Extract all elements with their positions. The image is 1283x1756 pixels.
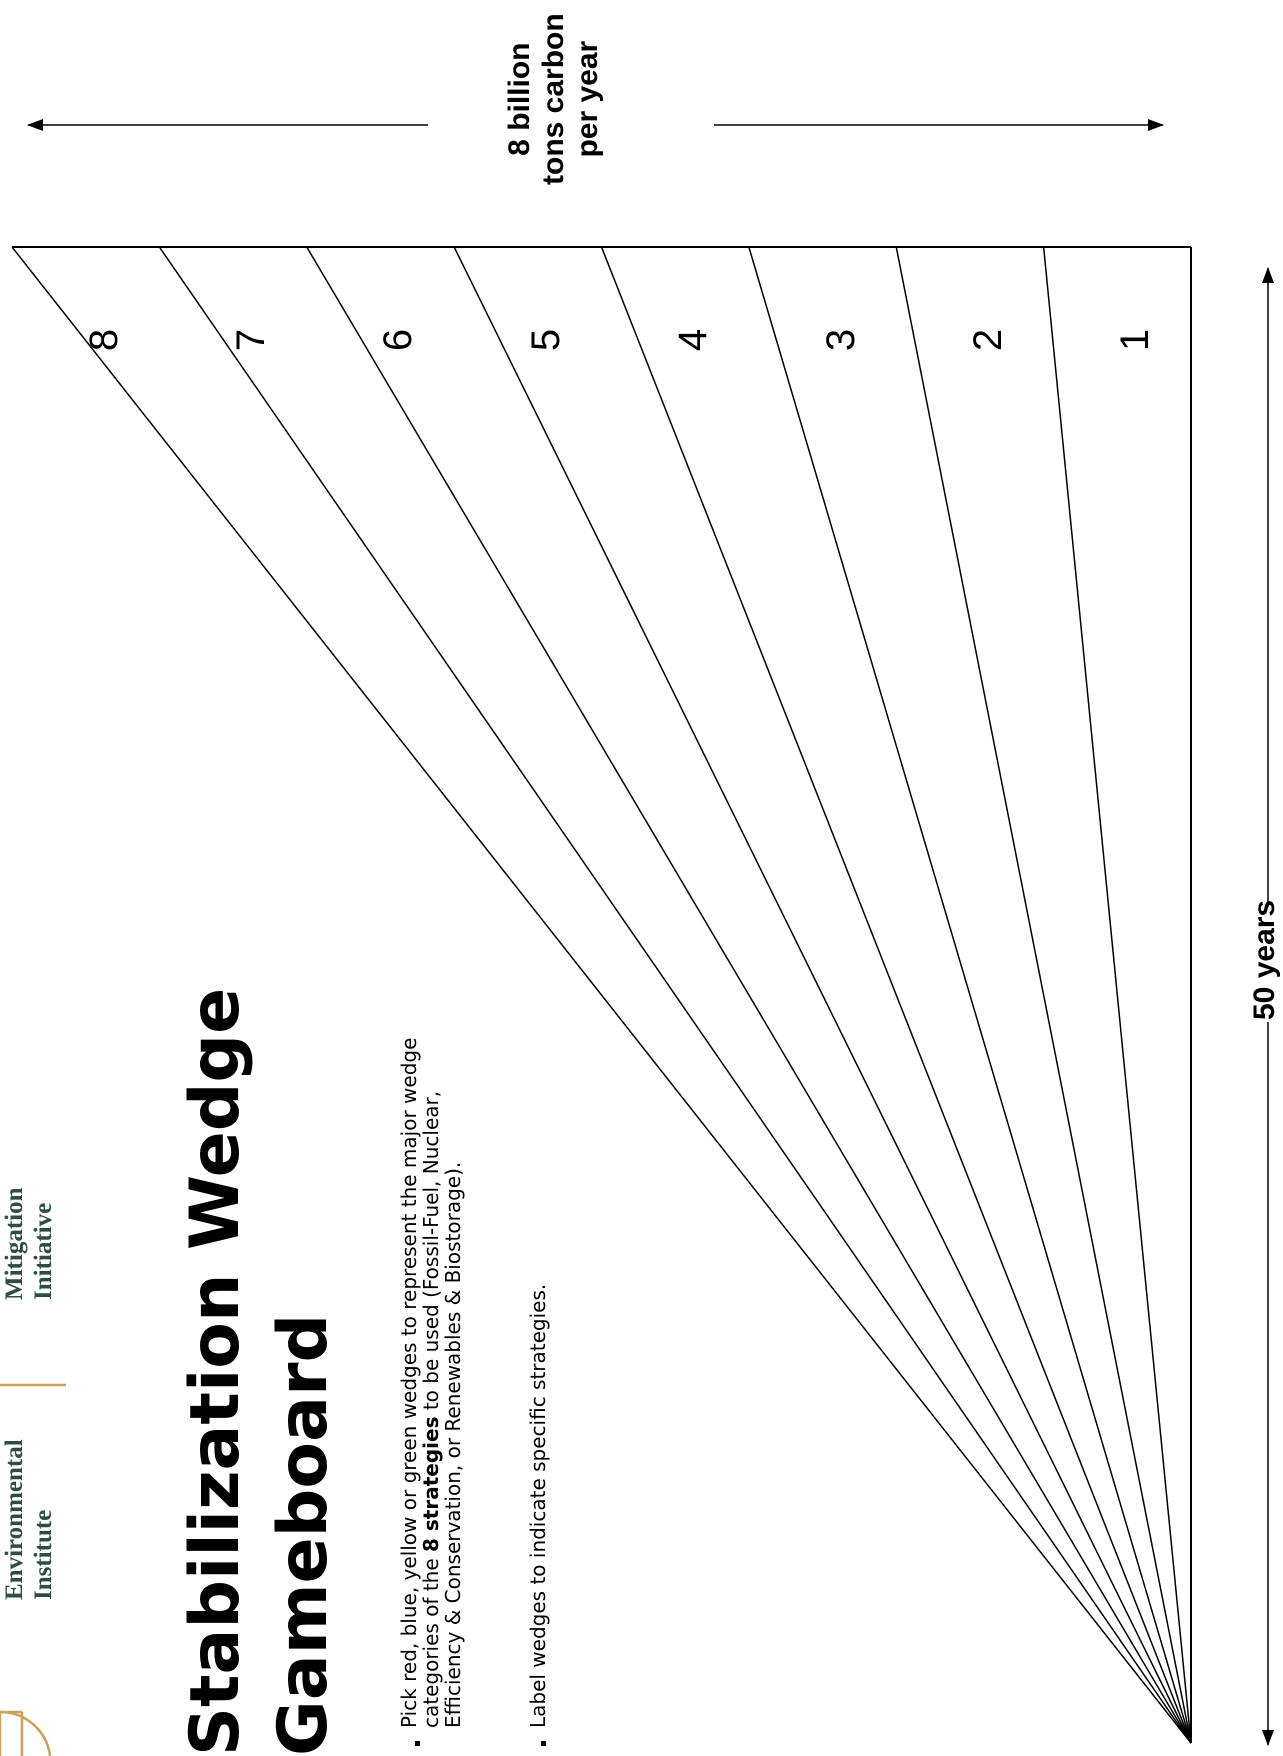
time-label: 50 years: [1248, 899, 1281, 1020]
wedge-boundary-line: [748, 246, 1192, 1744]
emissions-label: 8 billion tons carbon per year: [503, 13, 604, 185]
wedge-boundary-line: [895, 246, 1192, 1744]
wedge-label-6: 6: [376, 328, 421, 352]
instruction-1: Pick red, blue, yellow or green wedges t…: [397, 1037, 465, 1728]
wedge-label-4: 4: [671, 328, 716, 352]
instruction-2: Label wedges to indicate specific strate…: [526, 1283, 550, 1728]
wedge-boundary-line: [306, 246, 1192, 1744]
wedge-label-2: 2: [965, 328, 1010, 352]
page-title: Stabilization Wedge Gameboard: [176, 987, 343, 1756]
wedge-boundary-line: [1042, 246, 1192, 1744]
wedge-label-1: 1: [1113, 328, 1158, 352]
wedge-boundary-line: [453, 246, 1192, 1744]
wedge-boundary-line: [600, 246, 1192, 1744]
wedge-label-7: 7: [229, 328, 274, 352]
wedge-lines: [11, 246, 1192, 1744]
instruction-bullet-1: [415, 1741, 420, 1746]
wedge-label-8: 8: [81, 328, 126, 352]
institute-logo-mark: [0, 1710, 52, 1756]
wedge-label-5: 5: [523, 328, 568, 352]
wedge-boundary-line: [158, 246, 1192, 1744]
wedge-boundary-line: [11, 246, 1192, 1744]
wedge-label-3: 3: [818, 328, 863, 352]
instruction-bullet-2: [541, 1741, 546, 1746]
logo-institute-text: Environmental Institute: [1, 1439, 57, 1600]
logo-initiative-text: Mitigation Initiative: [1, 1187, 57, 1301]
